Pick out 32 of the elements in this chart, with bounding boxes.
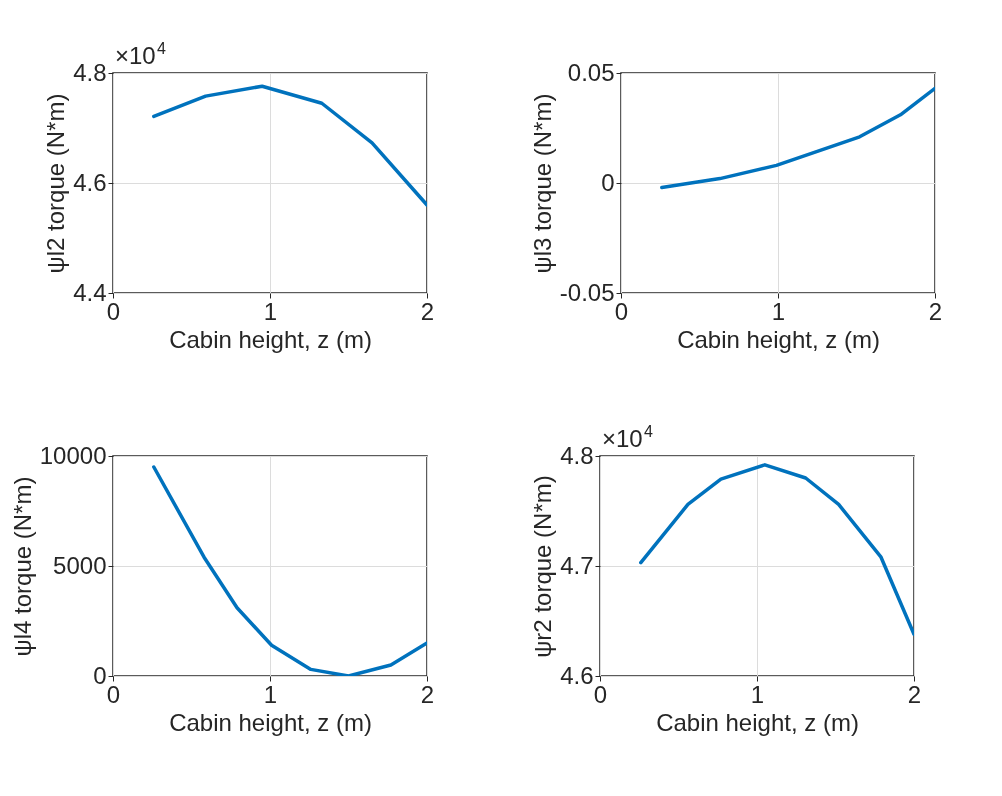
y-tick-label: 5000: [53, 551, 107, 579]
y-tick-label: -0.05: [559, 278, 615, 306]
y-tick-label: 4.8: [73, 58, 107, 86]
y-axis-title: ψl4 torque (N*m): [8, 476, 36, 657]
y-axis-title: ψl3 torque (N*m): [528, 93, 556, 274]
y-tick-label: 4.7: [560, 551, 594, 579]
y-tick-label: 4.8: [560, 441, 594, 469]
line-series: [152, 465, 427, 676]
x-axis-title: Cabin height, z (m): [656, 708, 859, 736]
y-tick-label: 4.4: [73, 278, 107, 306]
x-axis-title: Cabin height, z (m): [169, 325, 372, 353]
x-axis-title: Cabin height, z (m): [169, 708, 372, 736]
x-tick-label: 2: [420, 297, 435, 325]
x-tick-label: 1: [263, 297, 278, 325]
line-series: [660, 86, 935, 190]
y-tick-label: 0.05: [567, 58, 615, 86]
line-series: [639, 463, 914, 636]
y-tick-label: 4.6: [73, 168, 107, 196]
x-tick-label: 2: [907, 680, 922, 708]
x-tick-label: 1: [771, 297, 786, 325]
y-tick-label: 4.6: [560, 661, 594, 689]
x-axis-title: Cabin height, z (m): [677, 325, 880, 353]
y-axis-title: ψl2 torque (N*m): [42, 93, 70, 274]
y-axis-title: ψr2 torque (N*m): [529, 475, 557, 658]
x-tick-label: 1: [263, 680, 278, 708]
y-tick-label: 0: [93, 661, 107, 689]
line-series: [152, 84, 427, 207]
y-tick-label: 10000: [39, 441, 107, 469]
x-tick-label: 2: [928, 297, 943, 325]
y-tick-label: 0: [601, 168, 615, 196]
x-tick-label: 2: [420, 680, 435, 708]
x-tick-label: 1: [750, 680, 765, 708]
